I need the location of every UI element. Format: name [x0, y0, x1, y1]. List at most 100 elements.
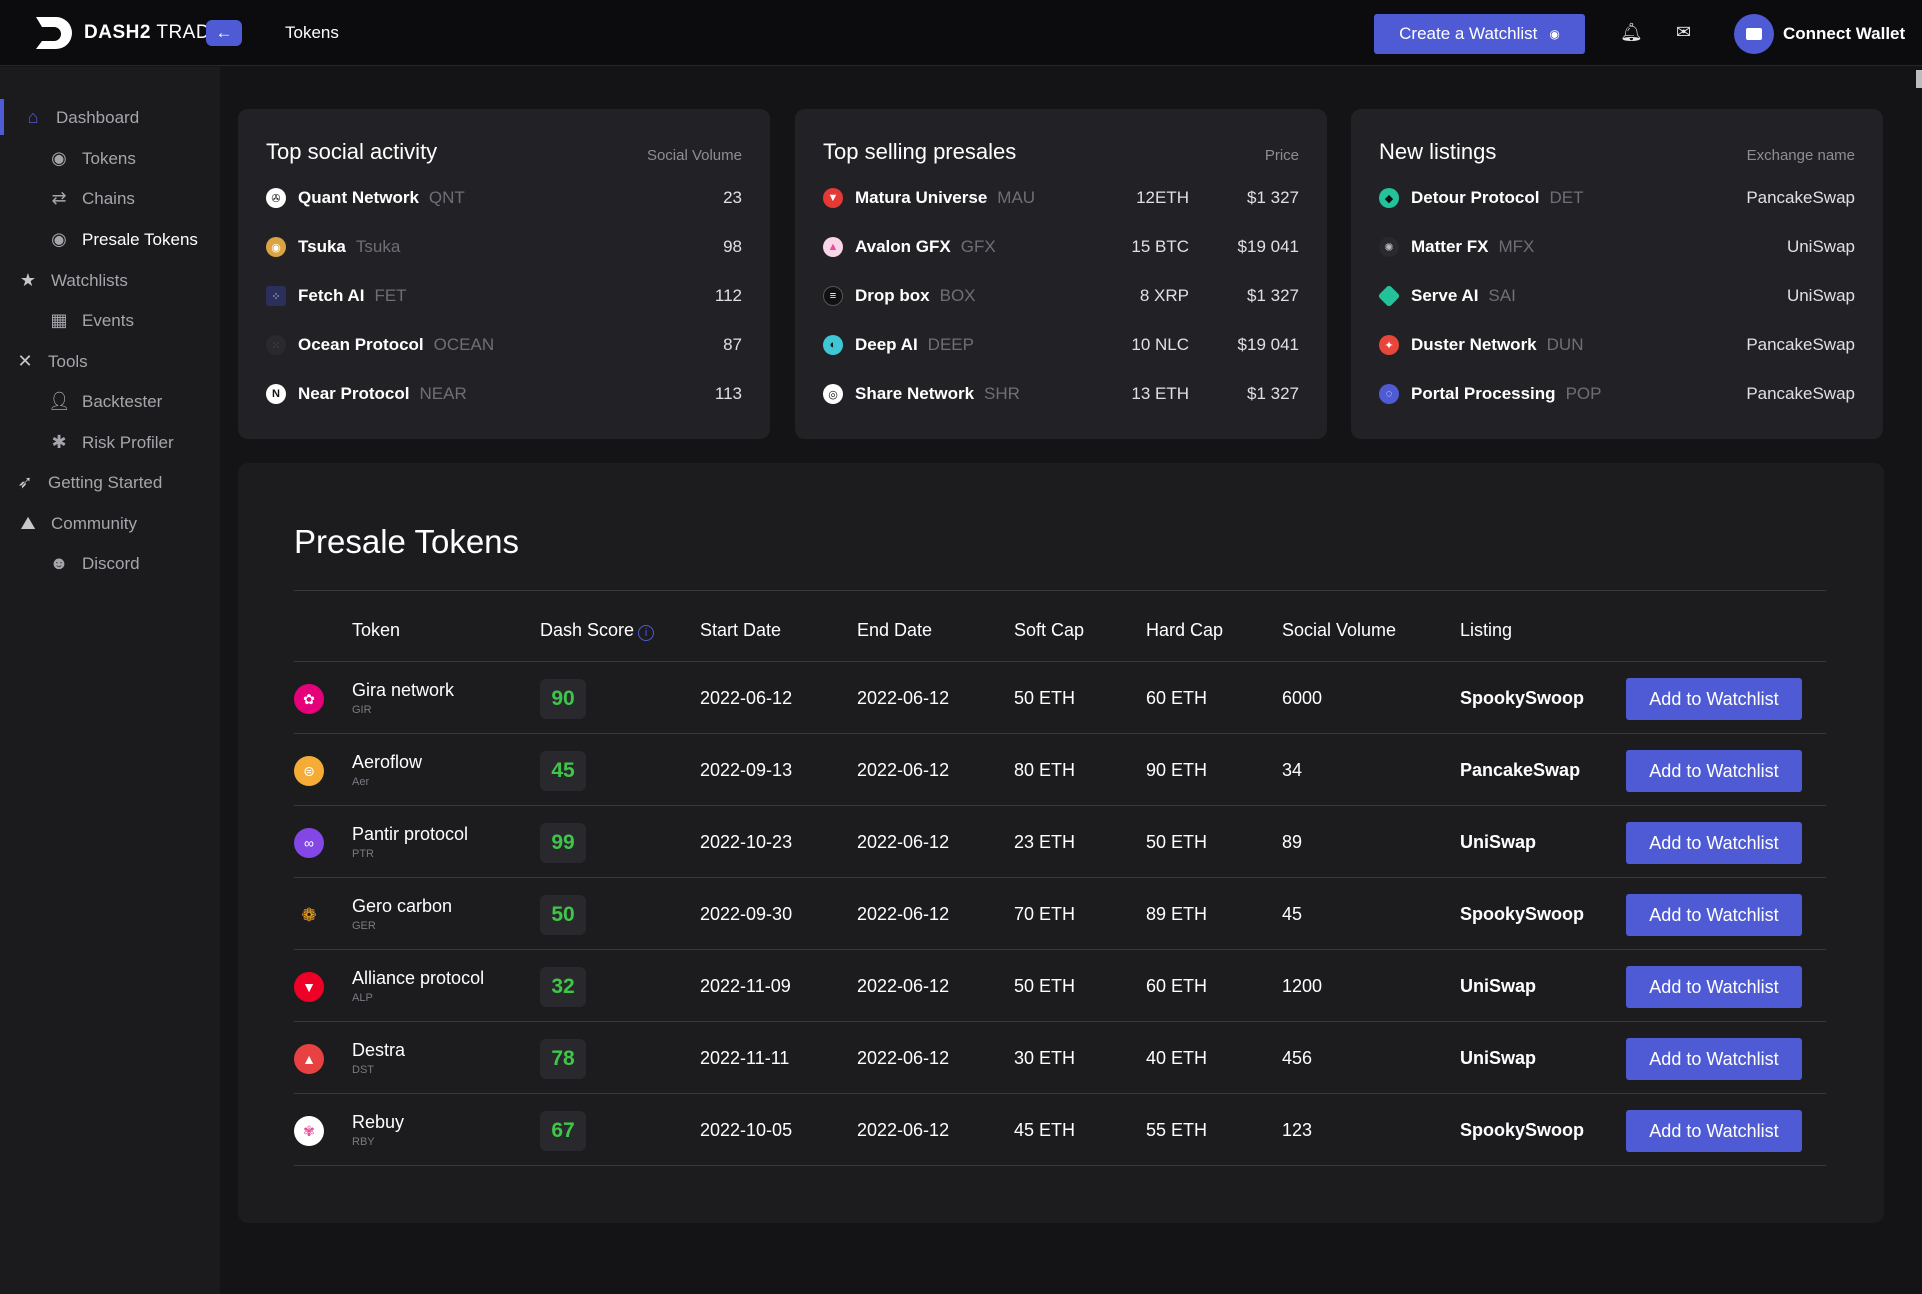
token-ticker: GER	[352, 920, 376, 932]
portal-coin-icon: ◌	[1379, 384, 1399, 404]
end-date: 2022-06-12	[857, 832, 950, 852]
list-item[interactable]: ▼ Matura Universe MAU 12ETH $1 327	[823, 185, 1299, 211]
column-header-end-date[interactable]: End Date	[857, 620, 933, 640]
column-header-token[interactable]: Token	[352, 620, 401, 640]
token-name: Avalon GFX	[855, 237, 951, 256]
soft-cap: 45 ETH	[1014, 1120, 1076, 1140]
create-watchlist-button[interactable]: Create a Watchlist ◉	[1374, 14, 1585, 54]
connect-wallet-button[interactable]: Connect Wallet	[1783, 24, 1906, 43]
sidebar-item-risk-profiler[interactable]: ✱ Risk Profiler	[48, 432, 173, 453]
token-name: Portal Processing	[1411, 384, 1556, 403]
gira-coin-icon: ✿	[294, 684, 324, 714]
sidebar-item-watchlists[interactable]: ★ Watchlists	[17, 270, 128, 291]
add-to-watchlist-button[interactable]: Add to Watchlist	[1626, 1038, 1802, 1080]
card-subtitle: Price	[1264, 147, 1299, 164]
end-date: 2022-06-12	[857, 760, 950, 780]
share-coin-icon: ◎	[823, 384, 843, 404]
token-name: Near Protocol	[298, 384, 410, 403]
sidebar-item-community[interactable]: ⛰ Community	[17, 513, 137, 534]
list-item[interactable]: ✺ Matter FX MFX UniSwap	[1379, 234, 1855, 260]
social-volume: 89	[1282, 832, 1303, 852]
hard-cap: 55 ETH	[1146, 1120, 1208, 1140]
dash-score-badge: 50	[540, 895, 586, 935]
sidebar-item-getting-started[interactable]: ➶ Getting Started	[14, 472, 162, 493]
list-item[interactable]: ▲ Avalon GFX GFX 15 BTC $19 041	[823, 234, 1299, 260]
add-to-watchlist-button[interactable]: Add to Watchlist	[1626, 750, 1802, 792]
list-item[interactable]: ✇ Quant Network QNT 23	[266, 185, 742, 211]
add-to-watchlist-button[interactable]: Add to Watchlist	[1626, 678, 1802, 720]
soft-cap: 80 ETH	[1014, 760, 1076, 780]
wallet-icon[interactable]	[1734, 14, 1774, 54]
sidebar-item-chains[interactable]: ⇄ Chains	[48, 188, 134, 209]
list-item[interactable]: ◌ Portal Processing POP PancakeSwap	[1379, 381, 1855, 407]
presale-price: $1 327	[1247, 188, 1299, 207]
list-item[interactable]: ✦ Duster Network DUN PancakeSwap	[1379, 332, 1855, 358]
list-item[interactable]: ◉ Tsuka Tsuka 98	[266, 234, 742, 260]
column-header-listing[interactable]: Listing	[1460, 620, 1513, 640]
sidebar-item-dashboard[interactable]: ⌂ Dashboard	[22, 107, 140, 128]
top-selling-presales-card: Top selling presales Price ▼ Matura Univ…	[795, 109, 1327, 439]
table-row[interactable]: ▲ Destra DST 78 2022-11-11 2022-06-12 30…	[294, 1022, 1826, 1094]
add-to-watchlist-button[interactable]: Add to Watchlist	[1626, 894, 1802, 936]
table-row[interactable]: ✿ Gira network GIR 90 2022-06-12 2022-06…	[294, 662, 1826, 734]
dash-score-badge: 99	[540, 823, 586, 863]
token-name: Quant Network	[298, 188, 419, 207]
token-ticker: PTR	[352, 848, 374, 860]
listing-exchange: UniSwap	[1460, 976, 1537, 996]
add-to-watchlist-button[interactable]: Add to Watchlist	[1626, 1110, 1802, 1152]
add-to-watchlist-button[interactable]: Add to Watchlist	[1626, 966, 1802, 1008]
list-item[interactable]: N Near Protocol NEAR 113	[266, 381, 742, 407]
token-name: Fetch AI	[298, 286, 365, 305]
column-header-soft-cap[interactable]: Soft Cap	[1014, 620, 1085, 640]
top-social-activity-card: Top social activity Social Volume ✇ Quan…	[238, 109, 770, 439]
fetch-coin-icon: ⁘	[266, 286, 286, 306]
sidebar-item-events[interactable]: ▦ Events	[48, 310, 134, 331]
token-name: Aeroflow	[352, 752, 423, 772]
info-icon[interactable]: i	[638, 625, 655, 641]
alliance-coin-icon: ▼	[294, 972, 324, 1002]
list-item[interactable]: ⁘ Fetch AI FET 112	[266, 283, 742, 309]
sidebar-item-tools[interactable]: ✕ Tools	[14, 351, 88, 372]
table-row[interactable]: ∞ Pantir protocol PTR 99 2022-10-23 2022…	[294, 806, 1826, 878]
bell-icon[interactable]: 🔔︎	[1620, 22, 1643, 42]
token-icon: ◉	[51, 148, 67, 168]
table-row[interactable]: ▼ Alliance protocol ALP 32 2022-11-09 20…	[294, 950, 1826, 1022]
sidebar-item-discord[interactable]: ☻ Discord	[48, 553, 140, 574]
add-to-watchlist-button[interactable]: Add to Watchlist	[1626, 822, 1802, 864]
list-item[interactable]: ⁙ Ocean Protocol OCEAN 87	[266, 332, 742, 358]
start-date: 2022-06-12	[700, 688, 793, 708]
list-item[interactable]: ◐ Deep AI DEEP 10 NLC $19 041	[823, 332, 1299, 358]
scrollbar[interactable]	[1916, 70, 1922, 88]
token-name: Gero carbon	[352, 896, 453, 916]
token-ticker: RBY	[352, 1136, 375, 1148]
token-ticker: FET	[374, 286, 407, 305]
list-item[interactable]: ◆ Detour Protocol DET PancakeSwap	[1379, 185, 1855, 211]
hard-cap: 60 ETH	[1146, 688, 1208, 708]
logo[interactable]: DASH2 TRADE	[32, 13, 223, 53]
mail-icon[interactable]: ✉	[1676, 22, 1692, 42]
table-row[interactable]: ✾ Rebuy RBY 67 2022-10-05 2022-06-12 45 …	[294, 1094, 1826, 1166]
column-header-label: Dash Score	[540, 620, 635, 640]
sidebar-item-tokens[interactable]: ◉ Tokens	[48, 148, 136, 169]
token-name: Detour Protocol	[1411, 188, 1540, 207]
table-row[interactable]: ⊜ Aeroflow Aer 45 2022-09-13 2022-06-12 …	[294, 734, 1826, 806]
destra-coin-icon: ▲	[294, 1044, 324, 1074]
column-header-dash-score[interactable]: Dash Score i	[540, 620, 655, 641]
collapse-sidebar-button[interactable]: ←	[206, 20, 242, 46]
top-bar: DASH2 TRADE ← Tokens Create a Watchlist …	[0, 0, 1922, 66]
table-row[interactable]: ❁ Gero carbon GER 50 2022-09-30 2022-06-…	[294, 878, 1826, 950]
list-item[interactable]: Serve AI SAI UniSwap	[1377, 283, 1855, 309]
token-ticker: SAI	[1488, 286, 1516, 305]
column-header-hard-cap[interactable]: Hard Cap	[1146, 620, 1224, 640]
soft-cap: 23 ETH	[1014, 832, 1076, 852]
token-ticker: DET	[1549, 188, 1584, 207]
end-date: 2022-06-12	[857, 904, 950, 924]
sidebar-item-label: Tools	[48, 351, 88, 371]
sidebar-item-presale-tokens[interactable]: ◉ Presale Tokens	[48, 229, 198, 250]
list-item[interactable]: ≡ Drop box BOX 8 XRP $1 327	[823, 283, 1299, 309]
sidebar-item-backtester[interactable]: 👤︎ Backtester	[48, 391, 162, 412]
end-date: 2022-06-12	[857, 1120, 950, 1140]
column-header-social-volume[interactable]: Social Volume	[1282, 620, 1397, 640]
list-item[interactable]: ◎ Share Network SHR 13 ETH $1 327	[823, 381, 1299, 407]
column-header-start-date[interactable]: Start Date	[700, 620, 782, 640]
